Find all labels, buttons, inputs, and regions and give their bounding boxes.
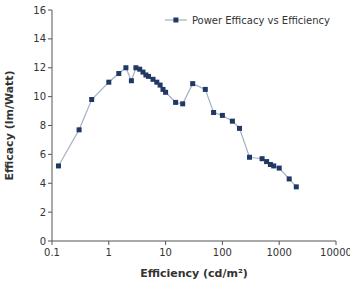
marker [106, 80, 111, 85]
x-tick-label: 0.1 [44, 247, 60, 258]
x-tick-label: 1 [106, 247, 112, 258]
marker [247, 155, 252, 160]
marker [287, 176, 292, 181]
marker [271, 163, 276, 168]
marker [180, 101, 185, 106]
background [0, 0, 350, 285]
y-tick [48, 212, 52, 213]
marker [203, 87, 208, 92]
marker [277, 166, 282, 171]
x-tick [108, 241, 109, 245]
plot-area [56, 65, 299, 189]
y-tick [48, 10, 52, 11]
line [58, 68, 296, 187]
marker [163, 90, 168, 95]
legend-swatch-marker [173, 18, 178, 23]
marker [230, 119, 235, 124]
y-axis-label: Efficacy (lm/Watt) [3, 70, 16, 180]
marker [129, 78, 134, 83]
y-tick-label: 12 [33, 62, 46, 73]
marker [173, 100, 178, 105]
marker [211, 110, 216, 115]
x-tick [222, 241, 223, 245]
y-tick [48, 241, 52, 242]
marker [190, 81, 195, 86]
legend: Power Efficacy vs Efficiency [165, 15, 330, 26]
marker [146, 74, 151, 79]
marker [260, 156, 265, 161]
y-tick-label: 10 [33, 91, 46, 102]
y-tick [48, 38, 52, 39]
y-tick [48, 67, 52, 68]
marker [89, 97, 94, 102]
y-tick-label: 4 [40, 178, 46, 189]
x-tick [52, 241, 53, 245]
x-axis-label: Efficiency (cd/m²) [140, 267, 248, 280]
marker [220, 113, 225, 118]
x-tick [165, 241, 166, 245]
y-tick-label: 2 [40, 207, 46, 218]
y-tick-label: 16 [33, 5, 46, 16]
x-tick-label: 10 [159, 247, 172, 258]
y-tick-label: 6 [40, 149, 46, 160]
x-tick-label: 1000 [266, 247, 291, 258]
marker [237, 126, 242, 131]
marker [123, 65, 128, 70]
chart: 0.1 1 10 100 1000 10000 0 2 4 6 8 10 12 14 16 Efficienc… [0, 0, 350, 285]
x-axis [52, 241, 336, 242]
y-tick-label: 0 [40, 236, 46, 247]
marker [77, 127, 82, 132]
marker [158, 83, 163, 88]
y-tick [48, 154, 52, 155]
marker [116, 71, 121, 76]
y-tick [48, 125, 52, 126]
marker [294, 184, 299, 189]
y-tick [48, 183, 52, 184]
y-tick-label: 14 [33, 33, 46, 44]
marker [56, 163, 61, 168]
x-tick-label: 100 [213, 247, 232, 258]
x-tick [336, 241, 337, 245]
y-tick-label: 8 [40, 120, 46, 131]
x-tick-label: 10000 [320, 247, 350, 258]
legend-label: Power Efficacy vs Efficiency [192, 15, 330, 26]
y-tick [48, 96, 52, 97]
x-tick [279, 241, 280, 245]
